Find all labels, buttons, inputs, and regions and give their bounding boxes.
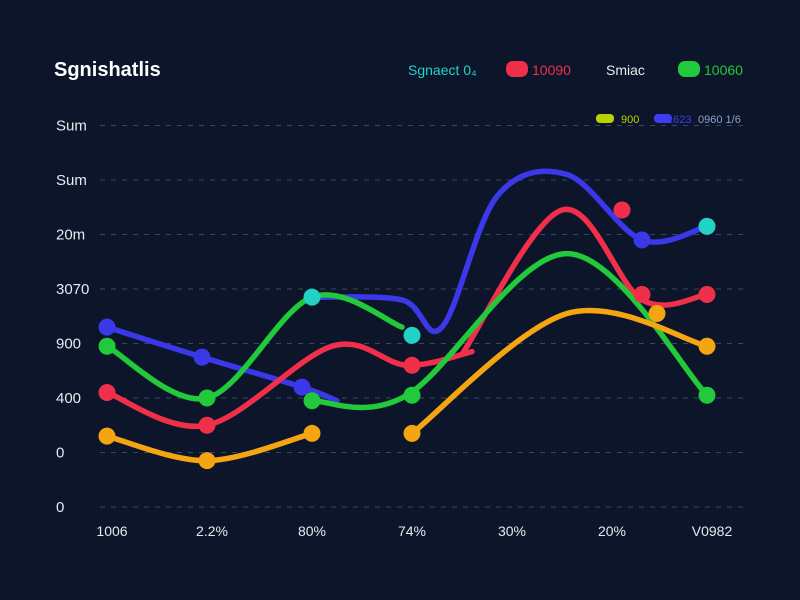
y-tick-label: 0 [56,499,64,516]
x-tick-label: 20% [598,523,626,539]
legend-swatch [506,61,528,77]
chart-title: Sgnishatlis [54,59,161,81]
data-point[interactable] [98,427,116,445]
legend-swatch [654,114,672,123]
legend-swatch [596,114,614,123]
legend-swatch [678,61,700,77]
x-tick-label: 30% [498,523,526,539]
legend-label: 10090 [532,62,571,78]
y-axis-tick-labels: Sum Sum 20m 3070 900 400 0 0 [56,118,89,517]
data-point[interactable] [403,386,421,404]
data-point[interactable] [648,305,666,323]
data-point[interactable] [98,337,116,355]
data-point[interactable] [633,231,651,249]
legend-label: Sgnaect 0₄ [408,62,477,78]
legend[interactable]: Sgnaect 0₄ 10090 Smiac 10060 [408,61,743,78]
x-tick-label: 80% [298,523,326,539]
x-axis-tick-labels: 1006 2.2% 80% 74% 30% 20% V0982 [96,523,732,539]
legend-label: Smiac [606,62,645,78]
data-point[interactable] [403,326,421,344]
series-line [104,292,405,402]
y-tick-label: 0 [56,445,64,462]
legend-label: 10060 [704,62,743,78]
data-point[interactable] [198,389,216,407]
legend-label: 0960 1/6 [698,114,741,126]
legend-item[interactable]: 10060 [678,61,743,78]
data-point[interactable] [303,288,321,306]
data-point[interactable] [98,318,116,336]
legend-item[interactable]: 0960 1/6 [698,114,741,126]
data-point[interactable] [293,378,311,396]
x-tick-label: V0982 [692,523,733,539]
y-tick-label: Sum [56,118,87,135]
data-point[interactable] [98,384,116,402]
x-tick-label: 1006 [96,523,127,539]
legend-item[interactable]: Sgnaect 0₄ [408,62,477,78]
legend-label: 1623 [667,114,691,126]
legend-item[interactable]: Smiac [606,62,645,78]
data-point[interactable] [698,217,716,235]
data-point[interactable] [403,356,421,374]
x-tick-label: 74% [398,523,426,539]
legend-item[interactable]: 900 [596,114,639,126]
data-point[interactable] [698,285,716,303]
data-point[interactable] [198,416,216,434]
data-point[interactable] [198,452,216,470]
series-line [409,307,710,437]
secondary-legend[interactable]: 900 1623 0960 1/6 [596,114,741,126]
y-tick-label: Sum [56,172,87,189]
data-point[interactable] [633,285,651,303]
x-tick-label: 2.2% [196,523,228,539]
grid-lines [100,125,745,508]
data-point[interactable] [698,337,716,355]
y-tick-label: 400 [56,390,81,407]
y-tick-label: 900 [56,336,81,353]
series-line [459,206,710,358]
data-point[interactable] [193,348,211,366]
data-point[interactable] [613,201,631,219]
data-point[interactable] [303,424,321,442]
data-point[interactable] [303,392,321,410]
legend-item[interactable]: 1623 [654,114,691,126]
data-point[interactable] [403,424,421,442]
y-tick-label: 3070 [56,281,89,298]
y-tick-label: 20m [56,227,85,244]
data-point[interactable] [698,386,716,404]
legend-item[interactable]: 10090 [506,61,571,78]
legend-label: 900 [621,114,639,126]
series-markers [98,201,716,470]
